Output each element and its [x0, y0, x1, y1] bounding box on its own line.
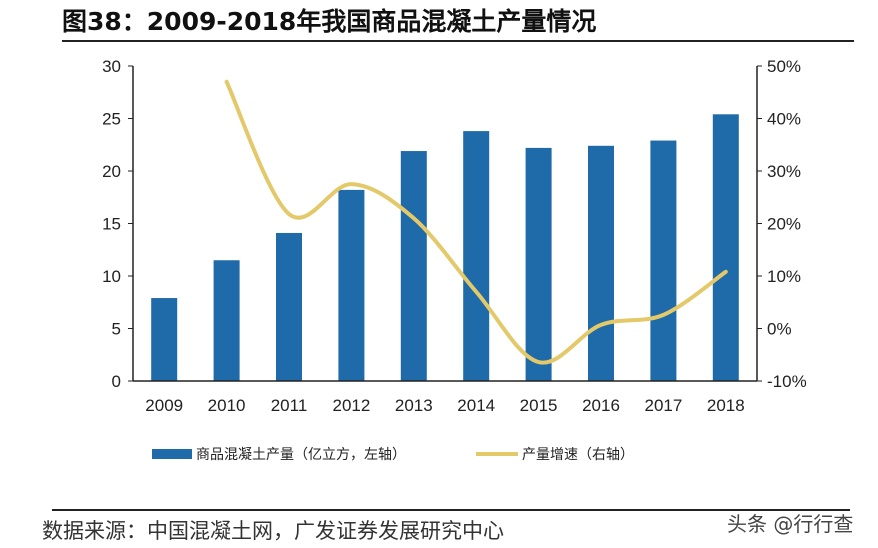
bar-2014: [463, 131, 490, 381]
right-tick-label: 20%: [767, 215, 801, 234]
left-tick-label: 5: [112, 320, 121, 339]
right-tick-label: 50%: [767, 57, 801, 76]
x-tick-label: 2017: [644, 396, 682, 415]
legend: 商品混凝土产量（亿立方，左轴） 产量增速（右轴）: [152, 444, 634, 464]
bar-2012: [338, 189, 365, 381]
bar-2015: [525, 147, 552, 381]
legend-bar-label: 商品混凝土产量（亿立方，左轴）: [196, 447, 406, 463]
x-tick-label: 2015: [520, 396, 558, 415]
figure-title: 图38：2009-2018年我国商品混凝土产量情况: [62, 7, 597, 36]
bar-2017: [650, 140, 677, 381]
x-tick-label: 2016: [582, 396, 620, 415]
bar-2010: [213, 260, 240, 381]
right-tick-label: 0%: [767, 320, 792, 339]
x-tick-label: 2011: [271, 396, 308, 415]
bar-2009: [151, 298, 178, 381]
left-tick-label: 10: [102, 267, 121, 286]
x-tick-label: 2014: [457, 396, 495, 415]
right-tick-label: -10%: [767, 372, 807, 391]
left-tick-label: 20: [102, 162, 121, 181]
growth-line: [224, 79, 728, 365]
bar-2011: [276, 232, 302, 381]
legend-line-swatch: [476, 452, 518, 456]
right-tick-label: 40%: [767, 110, 801, 129]
x-tick-label: 2018: [707, 396, 745, 415]
x-tick-label: 2010: [208, 396, 246, 415]
chart: 0 5 10 15 20 25 30 -10% 0% 10% 20% 30% 40% 50% 2009 201…: [102, 57, 807, 415]
watermark: 头条 @行行查: [727, 512, 854, 536]
right-tick-label: 10%: [767, 267, 801, 286]
legend-bar-swatch: [152, 449, 192, 459]
x-tick-label: 2009: [145, 396, 183, 415]
left-tick-label: 25: [102, 110, 121, 129]
source-divider: [52, 509, 850, 511]
legend-line-label: 产量增速（右轴）: [522, 447, 634, 463]
left-tick-label: 15: [102, 215, 121, 234]
x-tick-label: 2012: [332, 396, 370, 415]
left-tick-label: 30: [102, 57, 121, 76]
bar-2016: [588, 145, 614, 381]
source-note: 数据来源：中国混凝土网，广发证券发展研究中心: [42, 519, 504, 543]
bar-2013: [400, 151, 427, 381]
right-tick-label: 30%: [767, 162, 801, 181]
x-tick-label: 2013: [395, 396, 433, 415]
title-divider: [62, 40, 854, 42]
bar-2018: [712, 114, 739, 382]
left-tick-label: 0: [112, 372, 121, 391]
